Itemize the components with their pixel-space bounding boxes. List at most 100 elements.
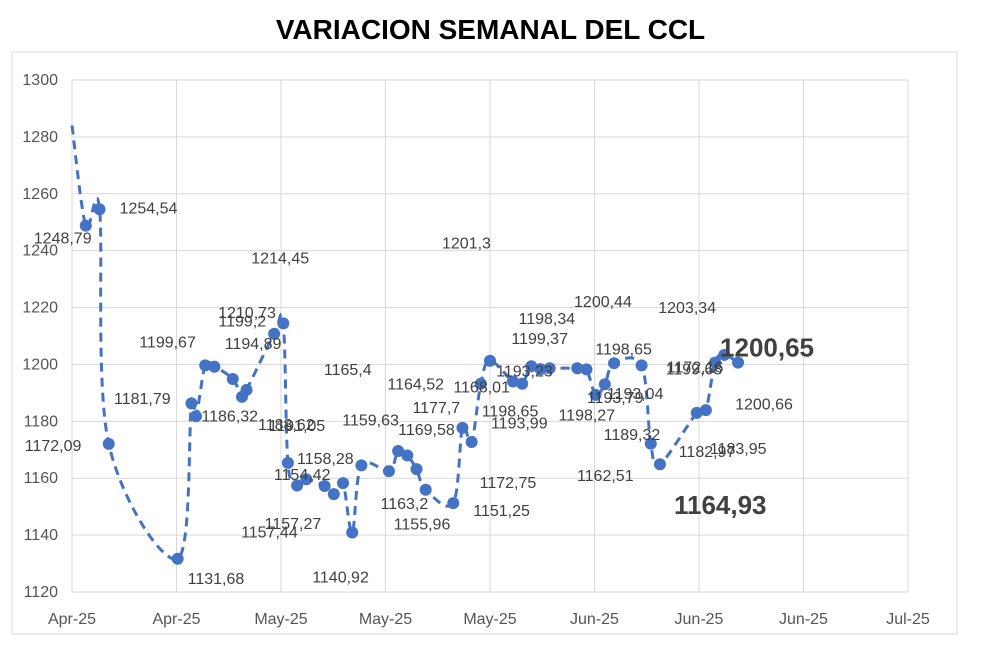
data-point: [79, 219, 92, 232]
data-label: 1189,32: [604, 427, 661, 444]
data-point: [337, 477, 350, 490]
data-point: [392, 444, 405, 457]
data-label: 1181,79: [114, 391, 171, 408]
x-tick-label: Apr-25: [48, 611, 96, 628]
data-label: 1199,67: [139, 334, 196, 351]
data-point: [226, 372, 239, 385]
data-label: 1131,68: [188, 571, 245, 588]
data-label: 1198,34: [519, 311, 576, 328]
data-point: [93, 203, 106, 216]
x-tick-label: May-25: [359, 611, 412, 628]
data-point: [355, 459, 368, 472]
data-point: [465, 435, 478, 448]
data-label: 1193,23: [496, 364, 553, 381]
y-tick-label: 1280: [22, 129, 58, 146]
data-point: [185, 397, 198, 410]
data-point: [598, 378, 611, 391]
data-point: [690, 406, 703, 419]
data-point: [699, 404, 712, 417]
data-point: [635, 359, 648, 372]
data-label: 1198,65: [595, 341, 652, 358]
data-point: [401, 449, 414, 462]
y-tick-label: 1180: [24, 413, 59, 430]
x-tick-label: Jun-25: [779, 611, 828, 628]
data-point: [608, 357, 621, 370]
data-point: [208, 360, 221, 373]
y-tick-label: 1140: [24, 527, 59, 544]
data-label: 1154,42: [274, 467, 331, 484]
data-point: [281, 456, 294, 469]
data-label: 1172,16: [667, 360, 724, 377]
data-point: [382, 465, 395, 478]
data-label: 1186,32: [201, 408, 258, 425]
data-point: [300, 473, 313, 486]
data-label: 1198,65: [482, 403, 539, 420]
data-point: [346, 526, 359, 539]
data-label: 1200,65: [720, 333, 814, 363]
y-tick-label: 1240: [22, 243, 58, 260]
y-tick-label: 1160: [24, 470, 59, 487]
x-tick-label: Apr-25: [152, 611, 200, 628]
x-tick-label: Jul-25: [886, 611, 930, 628]
data-label: 1163,2: [381, 496, 429, 513]
data-label: 1198,27: [558, 407, 615, 424]
data-label: 1200,44: [574, 294, 632, 311]
data-label: 1151,25: [473, 503, 530, 520]
data-point: [589, 388, 602, 401]
data-point: [277, 317, 290, 330]
data-point: [102, 437, 115, 450]
x-tick-label: Jun-25: [570, 611, 619, 628]
data-point: [268, 327, 281, 340]
data-point: [571, 362, 584, 375]
data-label: 1164,52: [387, 376, 444, 393]
data-label: 1191,05: [269, 418, 326, 435]
data-point: [525, 360, 538, 373]
data-point: [653, 458, 666, 471]
data-point: [718, 348, 731, 361]
data-point: [709, 356, 722, 369]
data-point: [291, 479, 304, 492]
data-label: 1183,95: [710, 441, 767, 458]
data-point: [474, 377, 487, 390]
data-point: [580, 363, 593, 376]
data-label: 1169,58: [398, 422, 455, 439]
data-label: 1140,92: [312, 569, 369, 586]
data-point: [516, 377, 529, 390]
data-label: 1162,51: [577, 468, 634, 485]
data-label: 1193,99: [491, 416, 548, 433]
y-tick-label: 1300: [22, 72, 58, 89]
data-label: 1193,04: [607, 386, 664, 403]
x-tick-label: Jun-25: [675, 611, 724, 628]
x-tick-label: May-25: [463, 611, 516, 628]
data-point: [484, 354, 496, 367]
data-label: 1155,96: [394, 517, 451, 534]
data-label: 1199,68: [666, 361, 723, 378]
data-point: [171, 552, 184, 565]
y-tick-label: 1220: [22, 300, 58, 317]
y-tick-label: 1260: [22, 186, 58, 203]
data-point: [534, 363, 547, 376]
data-point: [732, 356, 745, 369]
data-label: 1203,34: [658, 300, 716, 317]
data-label: 1165,4: [324, 362, 372, 379]
data-label: 1210,73: [218, 305, 276, 322]
data-label: 1199,37: [511, 331, 568, 348]
data-label: 1194,89: [225, 336, 282, 353]
data-label: 1188,62: [258, 417, 315, 434]
data-point: [327, 488, 340, 501]
data-label: 1193,79: [587, 390, 644, 407]
data-point: [190, 410, 203, 423]
data-point: [410, 463, 423, 476]
data-point: [240, 383, 253, 396]
data-point: [318, 479, 331, 492]
data-point: [543, 362, 556, 375]
y-tick-label: 1200: [22, 356, 58, 373]
data-label: 1199,2: [218, 314, 266, 331]
data-point: [644, 437, 657, 450]
data-label: 1172,09: [25, 438, 82, 455]
data-label: 1200,66: [735, 397, 793, 414]
data-label: 1214,45: [251, 250, 309, 267]
data-label: 1177,7: [412, 400, 460, 417]
